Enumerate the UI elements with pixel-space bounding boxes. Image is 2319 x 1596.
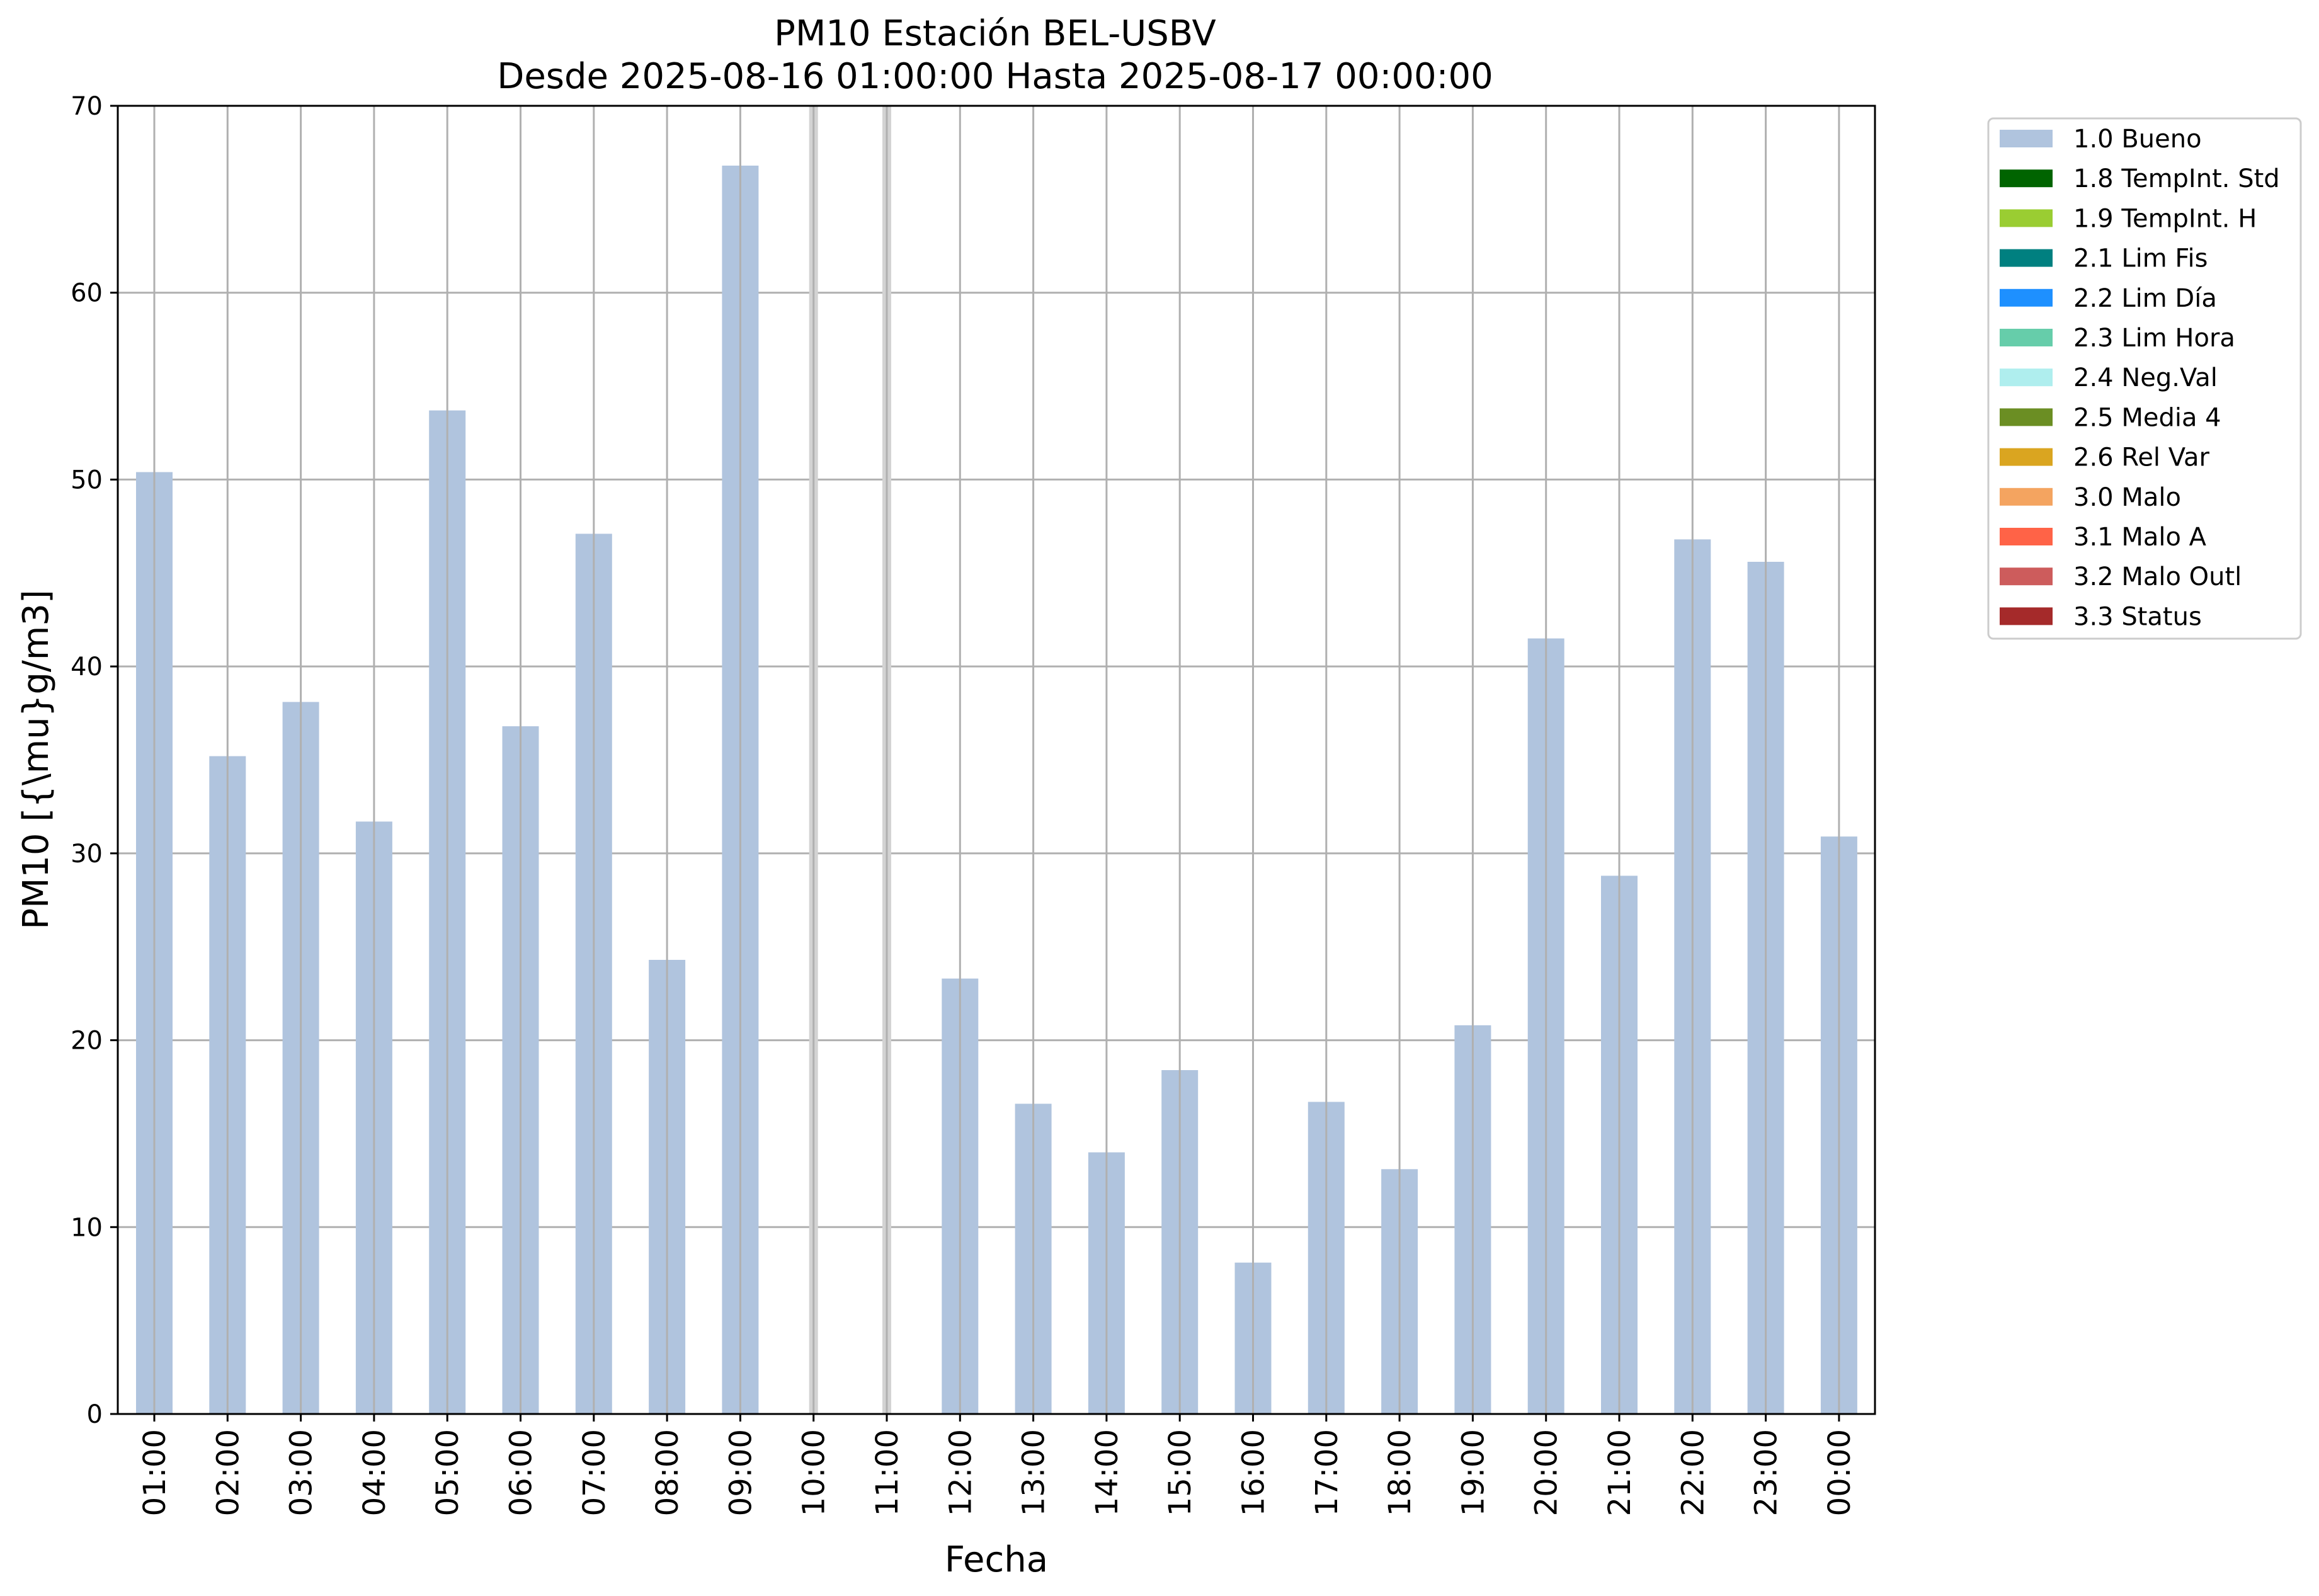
- y-axis-label: PM10 [{\mu}g/m3]: [16, 590, 57, 930]
- legend-entry-label: 3.2 Malo Outl: [2073, 562, 2242, 591]
- x-tick-label: 21:00: [1602, 1429, 1638, 1516]
- x-tick-label: 15:00: [1163, 1429, 1198, 1516]
- legend-swatch: [2000, 288, 2053, 307]
- legend-swatch: [2000, 567, 2053, 586]
- y-tick-label: 20: [71, 1027, 103, 1056]
- legend-swatch: [2000, 368, 2053, 387]
- x-tick-label: 06:00: [504, 1429, 539, 1516]
- legend-swatch: [2000, 209, 2053, 227]
- legend-swatch: [2000, 528, 2053, 545]
- y-tick-label: 40: [71, 653, 103, 681]
- bar-layer: [136, 106, 1857, 1414]
- x-tick-label: 09:00: [723, 1429, 758, 1516]
- legend-swatch: [2000, 130, 2053, 147]
- x-tick-label: 00:00: [1822, 1429, 1857, 1516]
- legend-entry-label: 2.4 Neg.Val: [2073, 363, 2218, 392]
- legend-entry-label: 3.3 Status: [2073, 602, 2202, 631]
- x-tick-label: 20:00: [1529, 1429, 1564, 1516]
- x-tick-layer: 01:00 02:00 03:00 04:00 05:00 06:00 07:00 08:00…: [137, 1414, 1857, 1516]
- x-tick-label: 18:00: [1382, 1429, 1418, 1516]
- x-tick-label: 16:00: [1236, 1429, 1272, 1516]
- x-tick-label: 22:00: [1675, 1429, 1711, 1516]
- x-tick-label: 03:00: [284, 1429, 319, 1516]
- legend-entry-label: 2.5 Media 4: [2073, 403, 2221, 432]
- x-tick-label: 14:00: [1090, 1429, 1125, 1516]
- legend-swatch: [2000, 408, 2053, 426]
- x-axis-label: Fecha: [945, 1539, 1048, 1580]
- legend-swatch: [2000, 607, 2053, 625]
- chart-title-line-2: Desde 2025-08-16 01:00:00 Hasta 2025-08-…: [497, 56, 1493, 97]
- x-tick-label: 11:00: [870, 1429, 905, 1516]
- x-tick-label: 05:00: [430, 1429, 465, 1516]
- legend-swatch: [2000, 249, 2053, 267]
- y-tick-label: 30: [71, 840, 103, 869]
- x-tick-label: 19:00: [1456, 1429, 1491, 1516]
- legend-swatch: [2000, 487, 2053, 506]
- legend-entry-label: 2.2 Lim Día: [2073, 284, 2217, 313]
- legend-entry-label: 1.8 TempInt. Std: [2073, 164, 2280, 193]
- legend: 1.0 Bueno 1.8 TempInt. Std 1.9 TempInt. H 2…: [1987, 117, 2302, 640]
- y-tick-label: 70: [71, 92, 103, 121]
- legend-swatch: [2000, 169, 2053, 188]
- x-tick-label: 23:00: [1749, 1429, 1784, 1516]
- legend-entry-label: 1.9 TempInt. H: [2073, 204, 2257, 233]
- y-tick-label: 10: [71, 1213, 103, 1242]
- plot-frame: [117, 105, 1876, 1415]
- legend-entry-label: 3.0 Malo: [2073, 483, 2181, 512]
- x-tick-label: 17:00: [1309, 1429, 1345, 1516]
- legend-swatch: [2000, 448, 2053, 466]
- x-tick-label: 07:00: [577, 1429, 612, 1516]
- legend-entry-label: 2.6 Rel Var: [2073, 443, 2210, 472]
- x-tick-label: 12:00: [943, 1429, 978, 1516]
- legend-entry-label: 2.1 Lim Fis: [2073, 244, 2208, 273]
- x-tick-label: 13:00: [1017, 1429, 1052, 1516]
- y-tick-label: 50: [71, 465, 103, 494]
- legend-entry-label: 2.3 Lim Hora: [2073, 324, 2235, 353]
- legend-swatch: [2000, 329, 2053, 346]
- x-tick-label: 08:00: [650, 1429, 685, 1516]
- legend-entry-label: 1.0 Bueno: [2073, 125, 2202, 154]
- x-tick-label: 02:00: [210, 1429, 246, 1516]
- legend-frame: [1987, 117, 2302, 640]
- vertical-grid-layer: [153, 106, 1840, 1414]
- y-tick-layer: 0 10 20 30 40 50 60 70: [71, 92, 118, 1429]
- chart-title-line-1: PM10 Estación BEL-USBV: [774, 13, 1216, 54]
- x-tick-label: 04:00: [357, 1429, 392, 1516]
- legend-entry-label: 3.1 Malo A: [2073, 523, 2207, 552]
- x-tick-label: 10:00: [797, 1429, 832, 1516]
- grid-layer: [118, 105, 1875, 1415]
- x-tick-label: 01:00: [137, 1429, 173, 1516]
- y-tick-label: 0: [87, 1400, 103, 1429]
- y-tick-label: 60: [71, 279, 103, 308]
